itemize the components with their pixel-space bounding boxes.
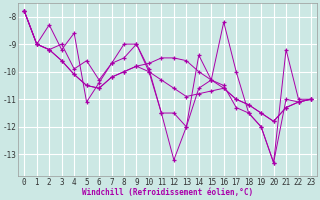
X-axis label: Windchill (Refroidissement éolien,°C): Windchill (Refroidissement éolien,°C): [82, 188, 253, 197]
